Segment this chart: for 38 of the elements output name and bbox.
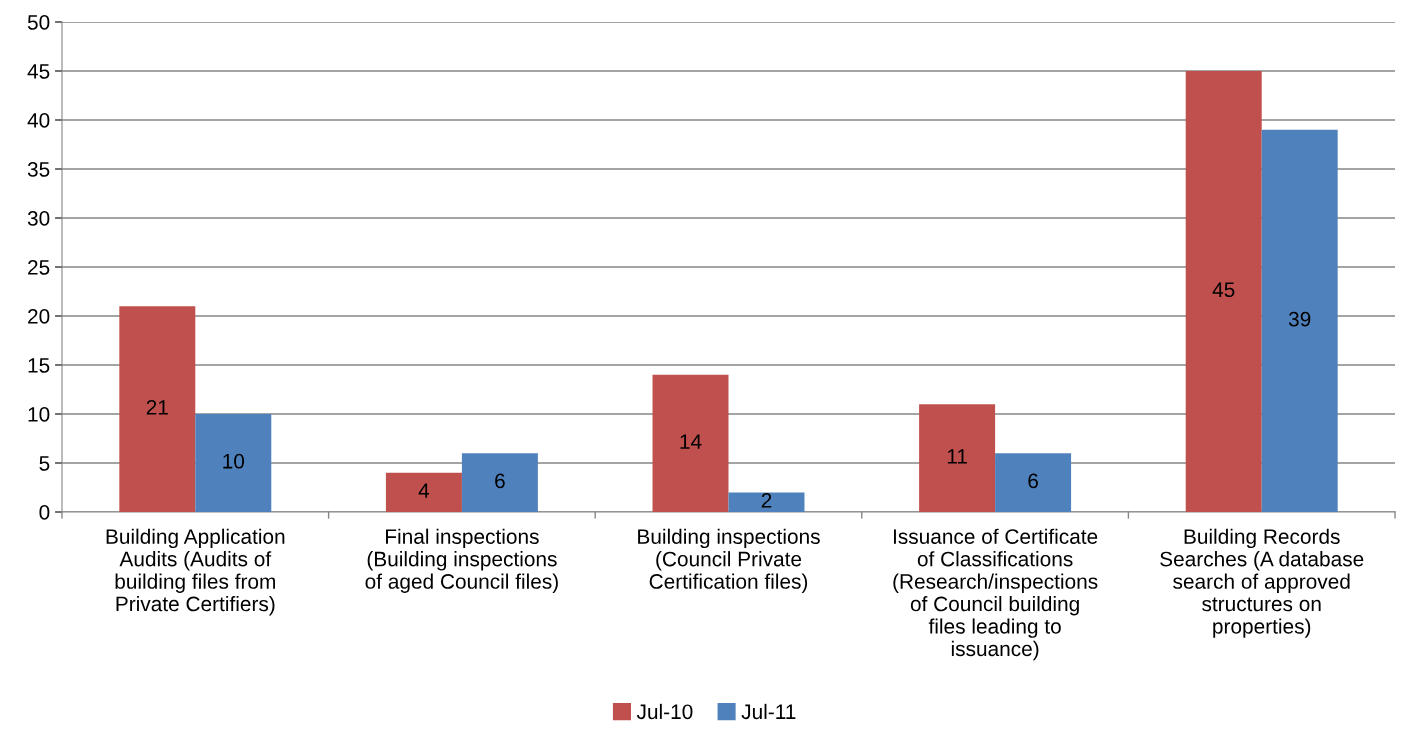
bar [195,414,272,512]
x-tick-label: Building Records Searches (A database search of approved structures on properties) [1160,528,1364,638]
data-label: 4 [418,483,430,498]
data-label: 6 [1028,473,1038,489]
data-label: 2 [761,493,772,508]
y-tick-label: 20 [28,309,50,324]
bar [385,472,462,512]
x-tick-label: Final inspections (Building inspections of aged Council files) [365,528,558,593]
bar [119,306,196,512]
data-label: 45 [1212,282,1235,298]
data-label: 10 [223,453,245,469]
data-label: 14 [680,434,702,449]
y-tick-label: 0 [39,505,50,520]
bar [461,453,538,512]
y-tick-label: 45 [27,64,50,79]
data-label: 6 [495,473,505,489]
data-label: 39 [1288,311,1311,327]
y-tick-label: 10 [28,407,50,422]
data-label: 11 [947,449,967,464]
legend-label: Jul-11 [741,703,796,720]
y-tick-label: 25 [28,260,50,275]
bar [652,374,729,512]
bar [919,404,996,512]
x-tick-label: Issuance of Certificate of Classifications (Research/inspections of Council building files leading to issuance) [893,528,1098,661]
y-tick-label: 15 [28,358,50,373]
bar [1185,71,1262,512]
x-tick-label: Building inspections (Council Private Certification files) [638,528,820,593]
y-tick-label: 30 [27,211,50,226]
bar [728,492,805,512]
y-tick-label: 40 [27,113,50,128]
y-tick-label: 5 [39,456,50,471]
data-label: 21 [146,399,168,415]
x-tick-label: Building Application Audits (Audits of building files from Private Certifiers) [106,528,285,616]
y-tick-label: 35 [27,162,50,177]
legend-label: Jul-10 [636,703,693,720]
y-tick-label: 50 [27,15,50,30]
bar [1261,129,1338,512]
bar [995,453,1072,512]
